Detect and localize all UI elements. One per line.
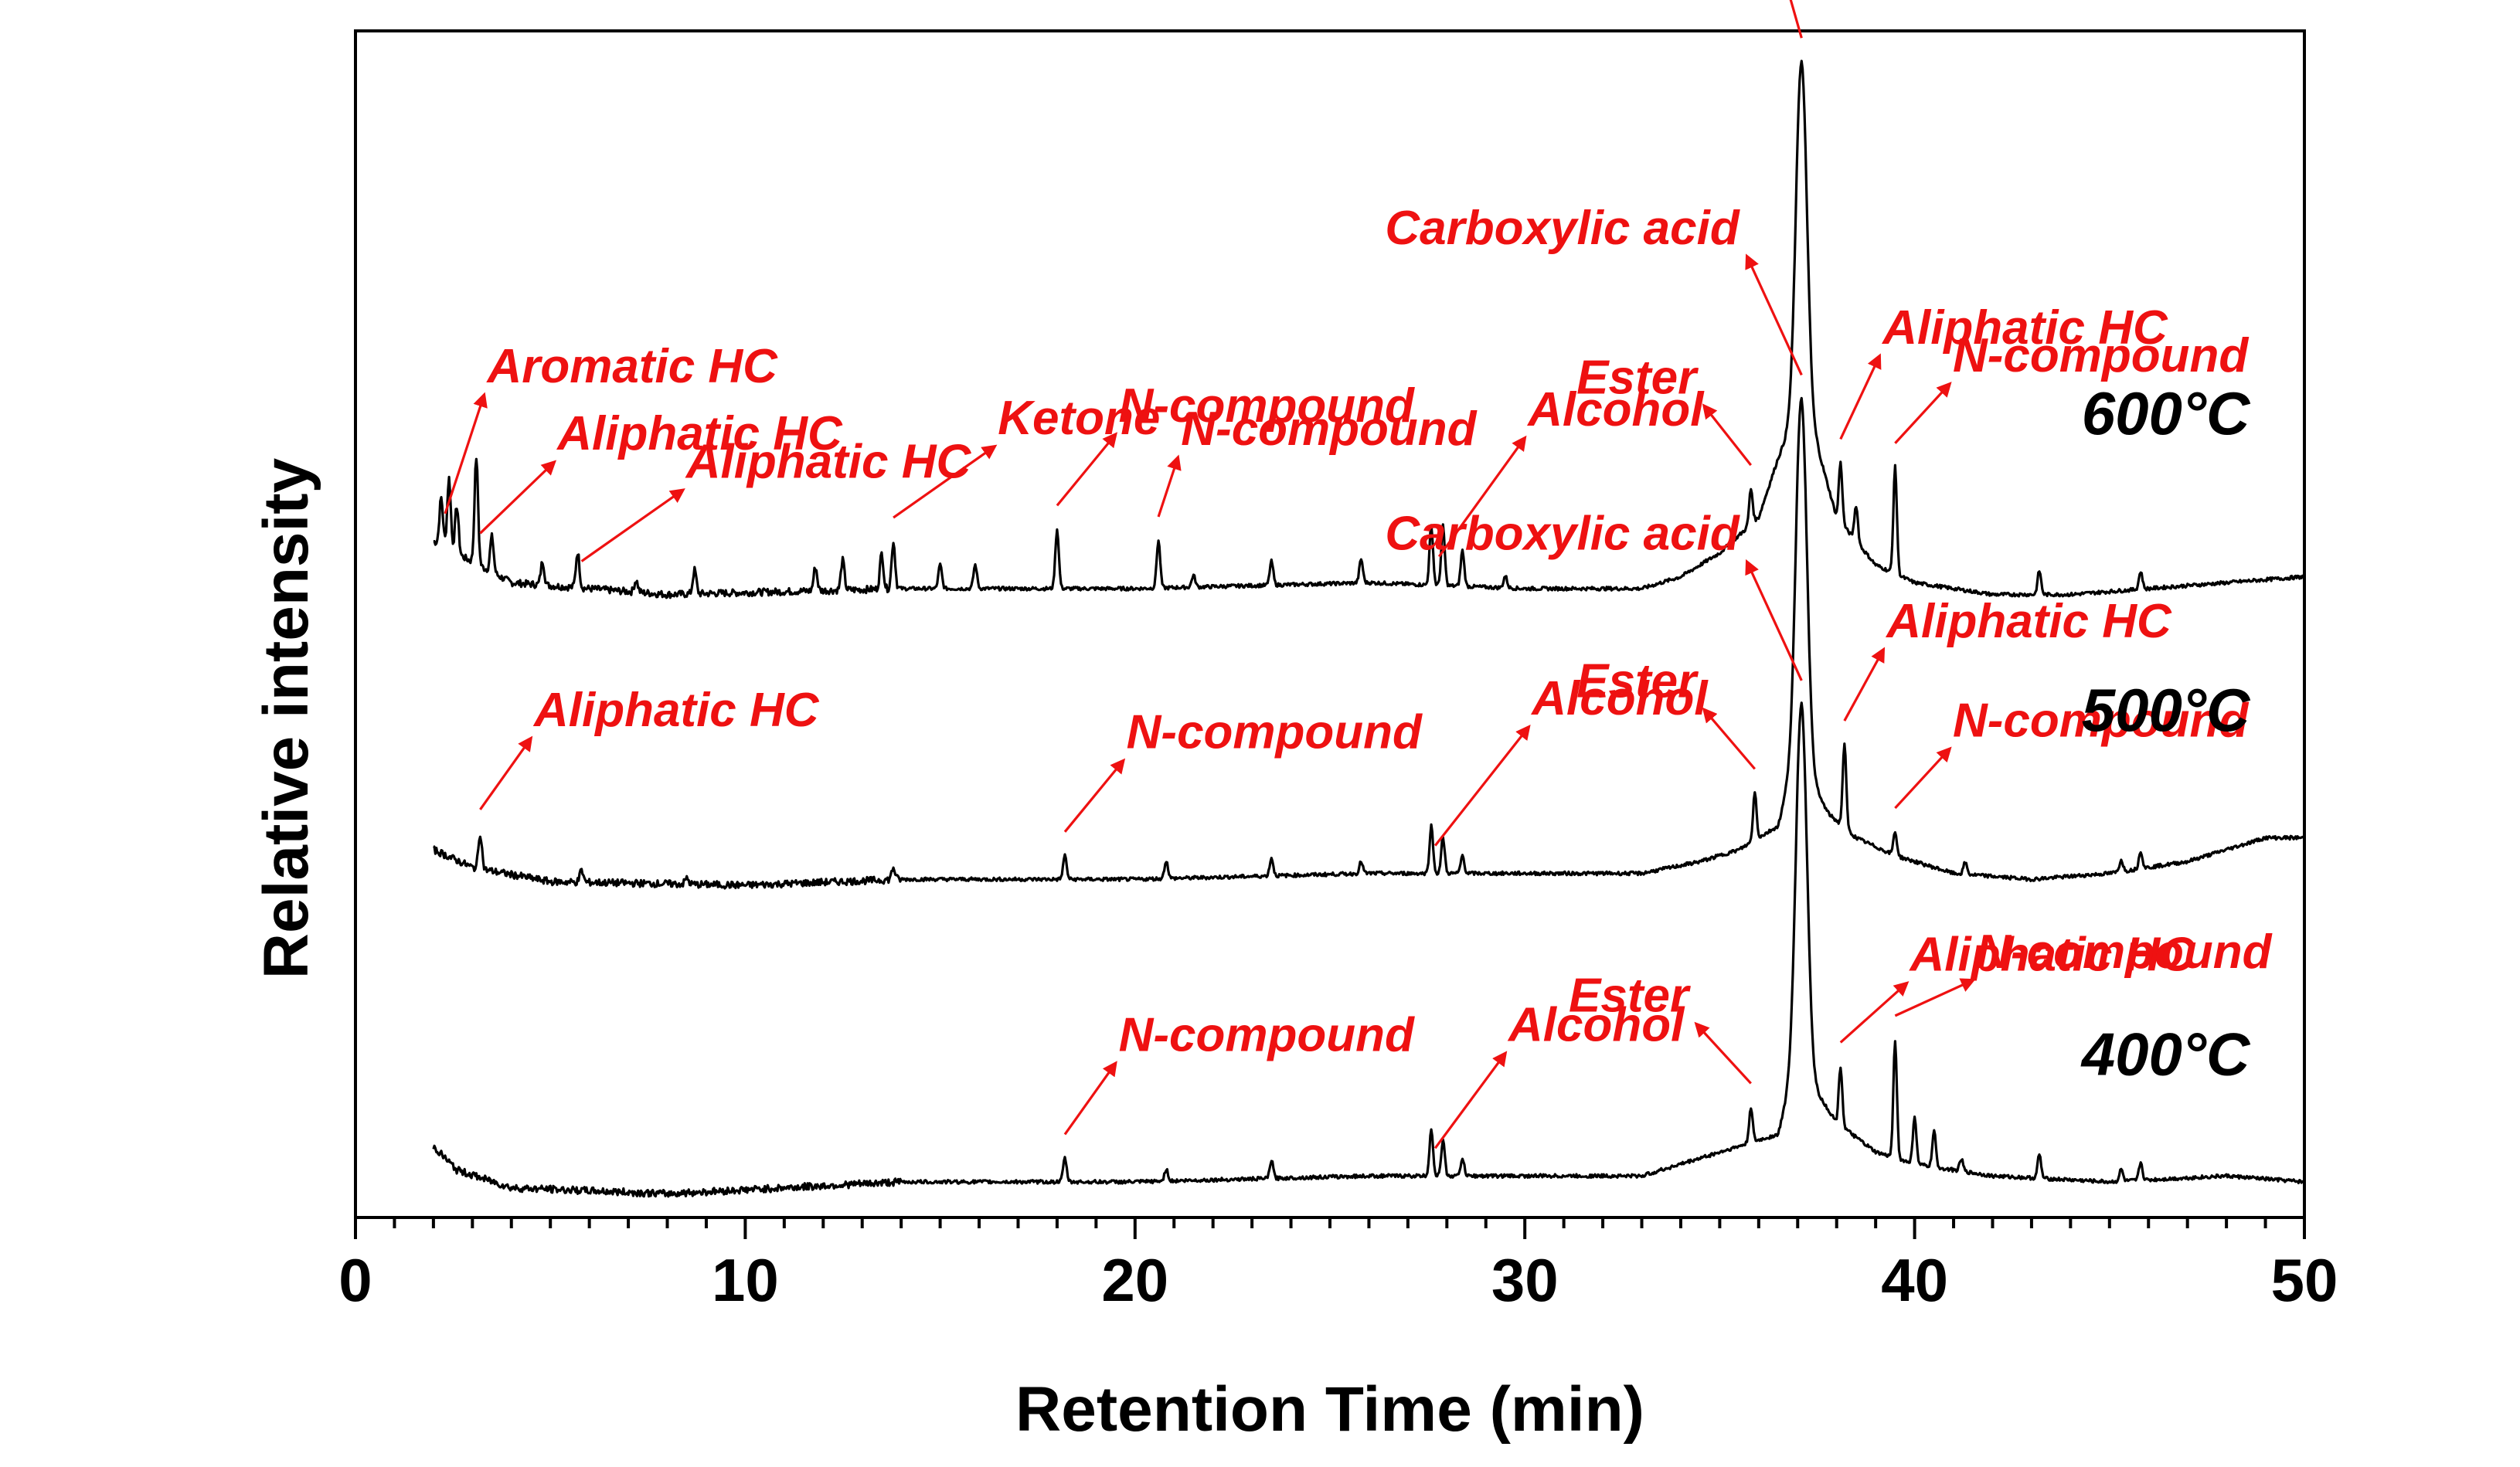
annotation-arrow [1789,0,1803,39]
annotation-label: N-compound [1181,402,1477,456]
annotation-arrow [1157,454,1182,518]
annotation-arrow [1433,725,1531,847]
annotation-label: Alcohol [1530,672,1709,725]
annotation-arrow [1894,978,1976,1017]
temperature-label: 500°C [2082,676,2251,744]
chromatogram-traces [432,59,2306,1198]
x-tick-label: 50 [2271,1246,2338,1314]
annotation-label: Ester [1576,655,1699,708]
annotation-arrow [893,444,998,519]
annotation-arrow [1702,707,1757,770]
x-tick-label: 10 [712,1246,779,1314]
annotation-arrow [1056,432,1118,507]
annotation-label: Aliphatic HC [1885,595,2172,648]
annotation-arrow [444,392,488,514]
annotation-label: Aliphatic HC [685,435,972,488]
annotation-arrow [1063,1061,1117,1136]
annotation-label: N-compound [1953,694,2249,747]
annotation-label: Aliphatic HC [1881,301,2168,355]
annotation-arrow [1433,1051,1508,1149]
annotation-arrow [1745,559,1803,681]
temperature-labels: 600°C 500°C 400°C [2080,379,2251,1088]
annotation-label: N-compound [1127,706,1423,759]
annotation-arrow [1702,403,1753,467]
y-axis-title: Relative intensity [251,457,321,979]
annotation-arrow [1437,435,1527,558]
annotation-label: N-compound [1119,1008,1415,1061]
annotation-arrow [1745,253,1803,376]
annotation-label: N-compound [1119,379,1415,433]
annotation-label: Alcohol [1507,998,1685,1051]
annotation-label: Aromatic HC [485,340,778,393]
annotation-arrow [580,488,685,562]
annotation-label: Ester [1576,351,1699,404]
annotation-label: N-compound [1953,329,2249,382]
annotation-label: Aliphatic HC [532,684,820,737]
annotation-label: Alcohol [1526,383,1705,436]
x-tick-label: 20 [1101,1246,1168,1314]
annotation-label: Aliphatic HC [1909,929,2196,982]
x-axis-title: Retention Time (min) [1015,1374,1644,1445]
x-tick-label: 0 [338,1246,372,1314]
trace-line [432,701,2306,1198]
temperature-label: 600°C [2082,379,2251,447]
x-tick-label: 40 [1881,1246,1948,1314]
x-tick-label: 30 [1491,1246,1559,1314]
annotation-arrow [479,460,557,535]
annotation-arrow [1839,981,1910,1044]
annotation-arrow [1694,1021,1752,1085]
x-axis-ticks: 0 10 20 30 40 50 [338,1217,2338,1314]
annotation-label: Ester [1569,970,1691,1023]
annotation-arrow [479,735,533,810]
annotation-arrow [1839,353,1882,440]
annotation-label: Aliphatic HC [556,407,843,460]
annotation-label: N-compound [1976,925,2272,979]
annotation-arrow [1894,746,1952,810]
trace-line [433,396,2306,890]
annotation-arrow [1063,758,1126,833]
annotation-label: Ketone [998,392,1160,445]
temperature-label: 400°C [2080,1020,2251,1088]
trace-line [433,59,2305,599]
annotation-arrow [1894,382,1952,444]
annotation-label: Carboxylic acid [1385,202,1740,255]
annotation-arrow [1843,647,1886,722]
annotation-label: Carboxylic acid [1385,507,1740,560]
